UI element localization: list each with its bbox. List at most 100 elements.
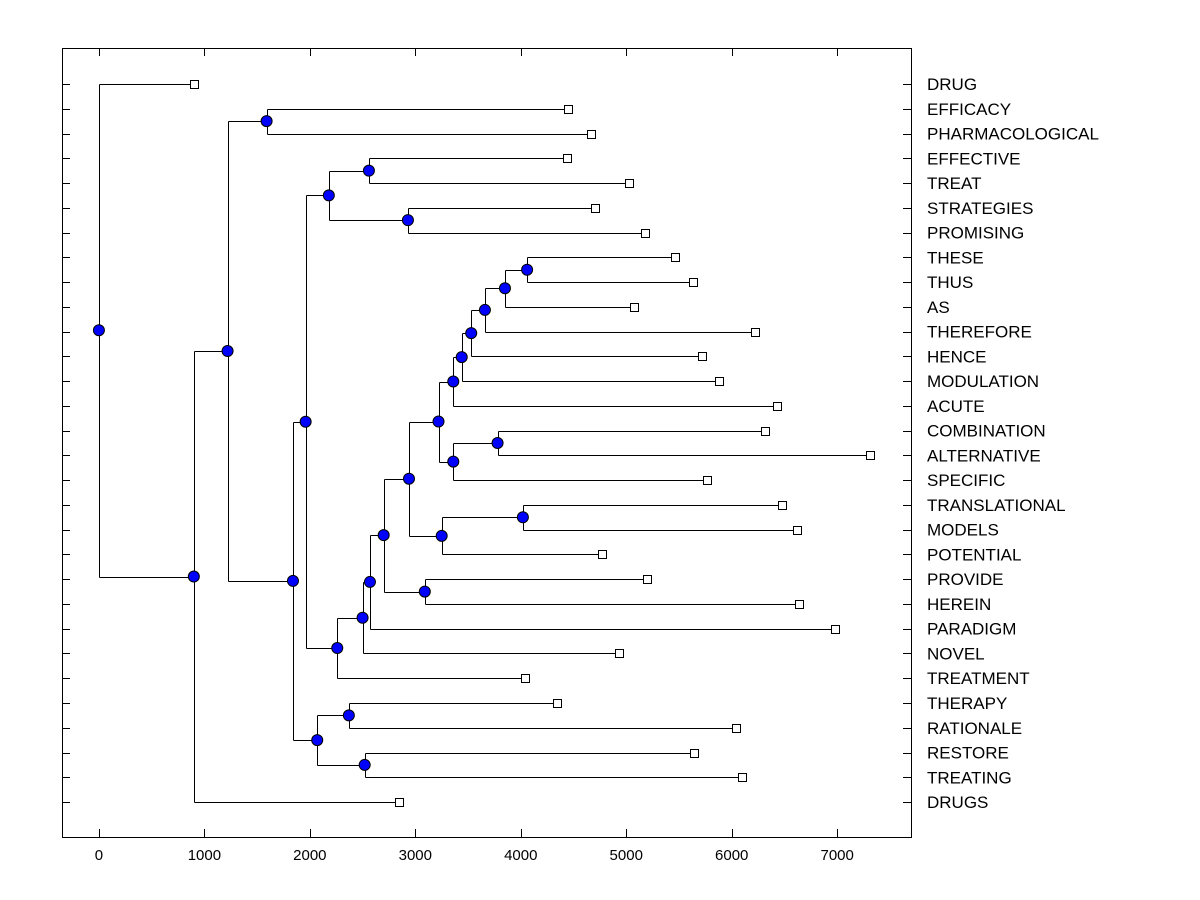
node-marker-n14 [516,511,529,524]
x-tick-label: 1000 [188,847,221,864]
node-marker-n13 [432,415,445,428]
leaf-marker [564,105,573,114]
leaf-label: DRUG [927,75,977,94]
node-marker-n25 [311,734,324,747]
leaf-label: TREATING [927,768,1012,787]
leaf-marker [671,253,680,262]
node-marker-n4 [322,189,335,202]
node-marker-n2 [362,164,375,177]
node-marker-n28 [187,570,200,583]
leaf-marker [587,130,596,139]
leaf-label: COMBINATION [927,422,1046,441]
x-tick-label: 6000 [715,847,748,864]
leaf-label: AS [927,298,950,317]
leaf-label: PROMISING [927,224,1024,243]
x-tick-label: 7000 [820,847,853,864]
x-tick-label: 2000 [293,847,326,864]
node-marker-n29 [92,324,105,337]
node-marker-n24 [358,758,371,771]
node-marker-n27 [221,345,234,358]
leaf-label: NOVEL [927,644,985,663]
node-marker-n8 [465,327,478,340]
x-tick-label: 3000 [399,847,432,864]
leaf-marker [738,773,747,782]
leaf-marker [761,427,770,436]
node-marker-n12 [447,455,460,468]
leaf-label: HENCE [927,347,987,366]
node-marker-n7 [478,303,491,316]
leaf-label: PARADIGM [927,620,1016,639]
leaf-label: PHARMACOLOGICAL [927,125,1099,144]
x-tick-label: 5000 [610,847,643,864]
plot-frame [62,48,912,838]
node-marker-n23 [342,709,355,722]
node-markers [92,115,534,771]
leaf-labels: DRUG EFFICACY PHARMACOLOGICAL EFFECTIVE TREA… [927,75,1099,812]
leaf-marker [615,649,624,658]
leaf-label: PROVIDE [927,570,1004,589]
leaf-marker [773,402,782,411]
leaf-label: ALTERNATIVE [927,446,1041,465]
leaf-marker [793,526,802,535]
leaf-marker [190,80,199,89]
leaf-marker [643,575,652,584]
leaf-label: HEREIN [927,595,991,614]
leaf-marker [591,204,600,213]
node-marker-n16 [402,472,415,485]
leaf-marker [866,451,875,460]
x-tick-label: 4000 [504,847,537,864]
leaf-label: MODULATION [927,372,1039,391]
node-marker-n26 [286,574,299,587]
leaf-marker [641,229,650,238]
leaf-marker [698,352,707,361]
y-ticks [62,84,911,803]
x-tick-label: 0 [95,847,103,864]
leaf-label: MODELS [927,521,999,540]
leaf-markers [190,80,875,807]
leaf-label: STRATEGIES [927,199,1033,218]
leaf-marker [553,699,562,708]
leaf-marker [625,179,634,188]
node-marker-n5 [521,263,534,276]
leaf-label: RESTORE [927,744,1009,763]
node-marker-n17 [418,585,431,598]
leaf-marker [521,674,530,683]
leaf-marker [831,625,840,634]
leaf-label: TREAT [927,174,981,193]
dendrogram-links [99,84,871,803]
leaf-marker [703,476,712,485]
leaf-label: EFFECTIVE [927,149,1021,168]
leaf-label: ACUTE [927,397,985,416]
leaf-marker [689,278,698,287]
leaf-label: THEREFORE [927,323,1032,342]
leaf-marker [778,501,787,510]
leaf-marker [598,550,607,559]
leaf-marker [563,154,572,163]
leaf-label: THERAPY [927,694,1007,713]
node-marker-n10 [447,375,460,388]
node-marker-n22 [299,415,312,428]
leaf-marker [751,328,760,337]
leaf-label: TRANSLATIONAL [927,496,1066,515]
leaf-label: POTENTIAL [927,545,1021,564]
x-axis: 0 1000 2000 3000 4000 5000 6000 7000 [95,48,854,864]
leaf-label: THESE [927,248,984,267]
leaf-label: TREATMENT [927,669,1030,688]
leaf-marker [795,600,804,609]
leaf-marker [690,749,699,758]
leaf-label: RATIONALE [927,719,1022,738]
leaf-label: EFFICACY [927,100,1011,119]
leaf-label: SPECIFIC [927,471,1005,490]
leaf-marker [395,798,404,807]
node-marker-n20 [356,611,369,624]
leaf-marker [715,377,724,386]
node-marker-n18 [377,529,390,542]
node-marker-n9 [455,351,468,364]
leaf-label: THUS [927,273,973,292]
node-marker-n21 [331,641,344,654]
node-marker-n19 [363,575,376,588]
node-marker-n11 [491,437,504,450]
node-marker-n1 [260,115,273,128]
node-marker-n6 [498,282,511,295]
